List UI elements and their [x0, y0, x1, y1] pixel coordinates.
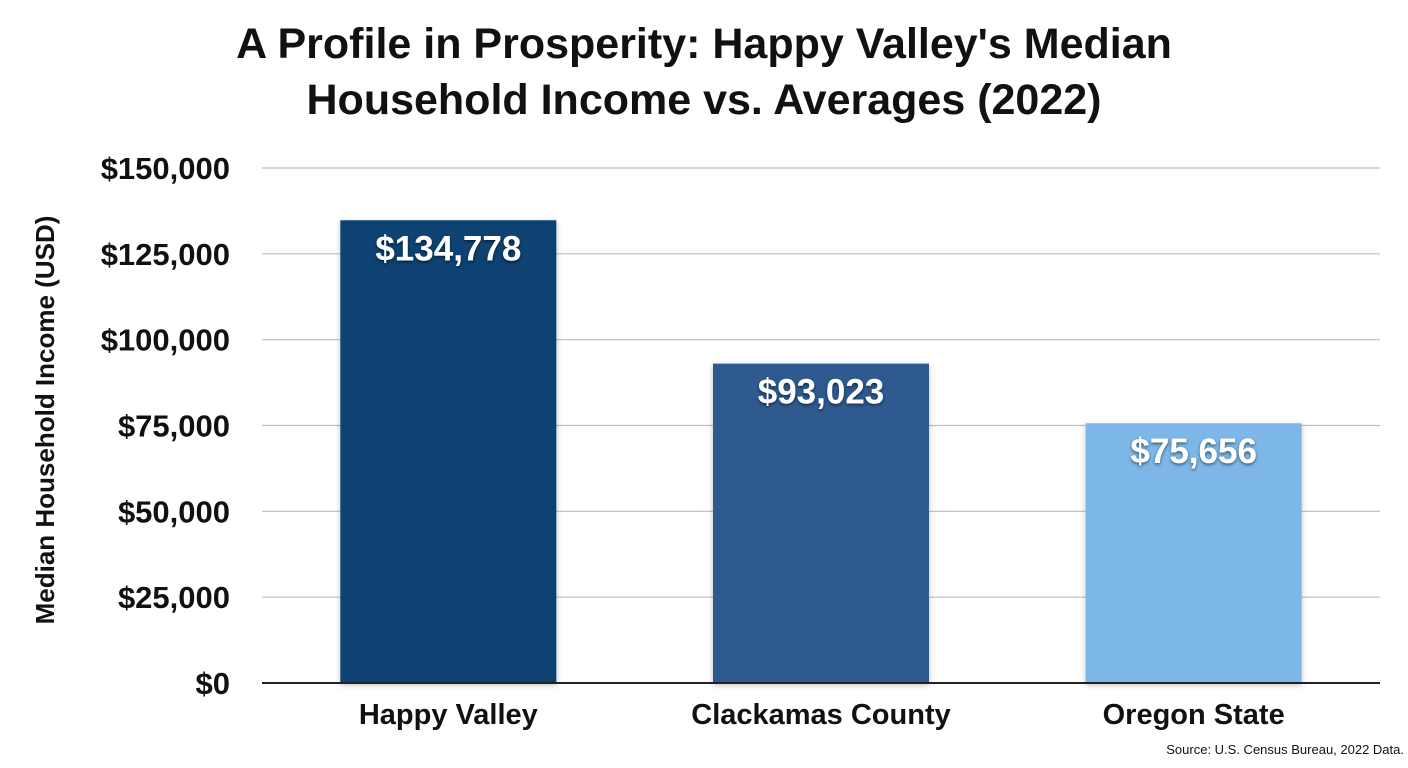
y-tick-label: $75,000: [118, 409, 230, 444]
y-tick-label: $150,000: [101, 151, 230, 186]
bar-value-label: $93,023: [758, 373, 885, 412]
axes: $0 $25,000 $50,000 $75,000 $100,000 $125,000 $…: [101, 151, 1380, 731]
x-tick-label: Happy Valley: [359, 699, 538, 731]
x-tick-label: Clackamas County: [691, 699, 951, 731]
y-tick-label: $0: [196, 666, 230, 701]
y-tick-label: $125,000: [101, 237, 230, 272]
bar-value-label: $75,656: [1130, 432, 1257, 471]
y-axis-label: Median Household Income (USD): [30, 216, 60, 625]
bar: [713, 363, 929, 683]
x-tick-label: Oregon State: [1103, 699, 1285, 731]
bars: $134,778 $93,023 $75,656: [340, 220, 1302, 683]
source-note: Source: U.S. Census Bureau, 2022 Data.: [1166, 742, 1404, 757]
y-tick-label: $100,000: [101, 323, 230, 358]
y-tick-label: $25,000: [118, 580, 230, 615]
chart-title: A Profile in Prosperity: Happy Valley's …: [0, 16, 1408, 128]
chart-title-line-2: Household Income vs. Averages (2022): [306, 76, 1102, 124]
bar: [1085, 423, 1302, 683]
bar-value-label: $134,778: [375, 229, 521, 268]
chart-title-line-1: A Profile in Prosperity: Happy Valley's …: [236, 20, 1172, 68]
y-tick-label: $50,000: [118, 494, 230, 529]
bar: [340, 220, 557, 683]
